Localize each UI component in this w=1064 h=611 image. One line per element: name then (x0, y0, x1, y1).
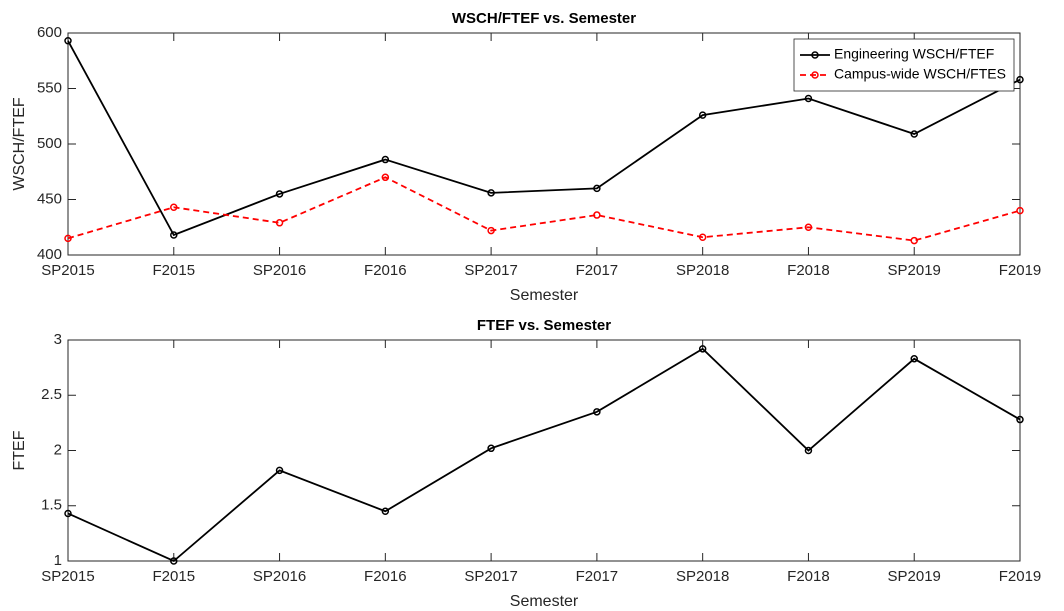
x-tick-label: F2016 (364, 568, 407, 585)
data-point (275, 219, 284, 227)
y-tick-label: 1 (54, 552, 62, 569)
data-point (1016, 415, 1024, 424)
data-point (64, 37, 72, 45)
chart-title: FTEF vs. Semester (477, 317, 611, 334)
y-tick-label: 500 (37, 135, 62, 152)
data-point (910, 355, 918, 363)
x-tick-label: F2018 (787, 568, 830, 585)
legend-marker (811, 51, 819, 59)
series-line (67, 347, 1021, 563)
x-axis-label: Semester (510, 593, 579, 610)
data-point (487, 444, 495, 453)
x-tick-label: SP2018 (676, 568, 729, 585)
data-point (804, 223, 813, 231)
data-point (910, 130, 918, 138)
x-tick-label: F2018 (787, 262, 830, 279)
data-point (170, 203, 178, 212)
x-axis-label: Semester (510, 287, 579, 304)
data-point (64, 509, 72, 518)
plot-area (67, 339, 1021, 562)
y-tick-label: 2.5 (41, 386, 62, 403)
x-tick-label: F2017 (576, 262, 619, 279)
data-point (487, 189, 495, 197)
y-tick-label: 400 (37, 246, 62, 263)
x-tick-label: SP2015 (41, 568, 94, 585)
data-point (381, 173, 390, 182)
data-point (170, 557, 178, 565)
y-tick-label: 550 (37, 79, 62, 96)
data-point (1016, 75, 1024, 84)
data-point (804, 94, 813, 103)
data-point (698, 111, 707, 119)
legend-box (793, 38, 1015, 92)
data-point (1016, 206, 1024, 215)
y-tick-label: 600 (37, 24, 62, 41)
x-tick-label: SP2016 (253, 262, 306, 279)
x-tick-label: F2019 (999, 568, 1042, 585)
x-tick-label: SP2016 (253, 568, 306, 585)
y-tick-label: 3 (54, 331, 62, 348)
x-tick-label: SP2015 (41, 262, 94, 279)
data-point (275, 190, 284, 198)
data-point (487, 226, 495, 235)
y-tick-label: 450 (37, 190, 62, 207)
legend-label: Engineering WSCH/FTEF (834, 46, 994, 62)
data-point (593, 184, 601, 193)
data-point (381, 507, 390, 516)
data-point (593, 408, 601, 416)
y-axis-label: FTEF (11, 430, 28, 470)
data-point (593, 211, 601, 219)
data-point (698, 345, 707, 353)
x-tick-label: SP2019 (888, 262, 941, 279)
x-tick-label: SP2017 (464, 262, 517, 279)
legend-label: Campus-wide WSCH/FTES (834, 66, 1006, 82)
legend-marker (811, 71, 819, 79)
data-point (170, 231, 178, 239)
data-point (698, 233, 707, 241)
x-tick-label: SP2018 (676, 262, 729, 279)
y-tick-label: 2 (54, 441, 62, 458)
data-point (381, 155, 390, 164)
data-point (64, 234, 72, 243)
x-tick-label: SP2019 (888, 568, 941, 585)
x-tick-label: F2016 (364, 262, 407, 279)
data-point (275, 466, 284, 475)
series-line (67, 176, 1021, 242)
x-tick-label: F2015 (153, 262, 196, 279)
data-point (910, 236, 918, 245)
y-axis-label: WSCH/FTEF (11, 97, 28, 191)
x-tick-label: SP2017 (464, 568, 517, 585)
x-tick-label: F2015 (153, 568, 196, 585)
y-tick-label: 1.5 (41, 497, 62, 514)
x-tick-label: F2017 (576, 568, 619, 585)
chart-title: WSCH/FTEF vs. Semester (452, 10, 636, 27)
data-point (804, 446, 813, 455)
x-tick-label: F2019 (999, 262, 1042, 279)
